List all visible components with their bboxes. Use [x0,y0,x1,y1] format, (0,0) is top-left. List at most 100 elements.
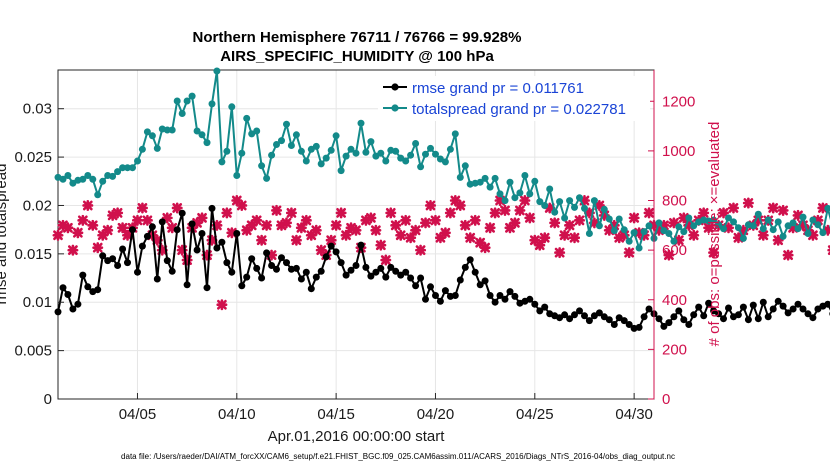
obs-marker [82,199,94,211]
rmse-point [317,267,325,275]
totalspread-point [595,222,603,230]
obs-marker [658,219,670,231]
rmse-point [134,268,141,276]
obs-marker [623,247,635,259]
totalspread-point [486,183,494,191]
rmse-point [734,311,742,319]
y-tick-label-left: 0.02 [23,197,52,214]
rmse-point [595,309,603,317]
rmse-point [576,307,583,315]
totalspread-point [769,226,777,234]
rmse-point [506,288,514,296]
obs-marker [375,239,387,251]
totalspread-point [218,158,226,166]
rmse-point [183,281,191,289]
totalspread-point [710,216,718,224]
totalspread-point [59,175,67,183]
legend-rmse-marker [391,83,399,91]
rmse-point [749,301,757,309]
totalspread-point [193,127,201,135]
totalspread-point [427,144,434,152]
obs-marker [290,234,302,246]
totalspread-point [690,222,698,230]
rmse-point [352,262,360,269]
totalspread-point [253,127,261,135]
y-tick-label-right: 400 [662,292,687,309]
legend-spread-label: totalspread grand pr = 0.022781 [412,101,626,118]
obs-marker [524,212,536,224]
totalspread-point [119,164,127,172]
rmse-point [312,273,320,281]
x-tick-label: 04/05 [119,406,157,423]
totalspread-point [675,223,683,231]
rmse-point [432,292,439,299]
rmse-point [163,257,171,265]
rmse-point [362,263,370,271]
totalspread-point [337,167,345,175]
rmse-point [665,319,673,327]
obs-marker [663,249,675,261]
chart-subtitle: AIRS_SPECIFIC_HUMIDITY @ 100 hPa [220,48,494,65]
obs-marker [698,207,710,219]
obs-marker [683,219,695,231]
obs-marker [360,214,372,226]
rmse-point [367,272,375,280]
obs-marker [405,232,417,244]
totalspread-point [725,214,732,222]
rmse-point [173,226,181,234]
totalspread-point [446,145,454,153]
totalspread-point [238,149,246,157]
rmse-point [486,292,494,299]
y-tick-label-left: 0 [44,391,52,408]
obs-marker [266,249,278,261]
obs-marker [678,212,690,224]
totalspread-point [511,194,519,202]
totalspread-point [566,197,574,205]
obs-marker [345,222,357,234]
rmse-point [794,300,802,308]
obs-marker [613,232,625,244]
totalspread-point [640,228,648,236]
obs-marker [330,219,342,231]
rmse-point [64,291,72,298]
totalspread-point [273,141,280,148]
obs-marker [300,214,312,226]
totalspread-point [531,177,539,185]
obs-marker [390,219,402,231]
y-axis-right-label: # of obs: o=possible; ×=evaluated [706,122,723,347]
obs-marker [723,222,734,234]
rmse-point [511,292,519,300]
obs-marker [583,207,595,219]
y-tick-label-left: 0.015 [14,246,52,263]
rmse-point [268,262,276,269]
rmse-point [278,254,285,262]
obs-marker [365,212,377,224]
totalspread-point [124,164,131,172]
rmse-point [302,268,310,276]
obs-marker [752,214,764,226]
rmse-point [680,316,688,324]
rmse-point [566,315,574,323]
rmse-point [203,284,211,292]
rmse-point [700,312,708,320]
obs-marker [549,217,561,229]
totalspread-point [451,130,459,138]
rmse-point [670,313,678,321]
totalspread-point [322,154,330,162]
obs-marker [276,219,287,231]
obs-marker [732,232,744,244]
obs-marker [429,214,441,226]
rmse-point [759,298,767,306]
legend-spread-marker [391,104,399,112]
totalspread-point [332,132,340,140]
legend-rmse-label: rmse grand pr = 0.011761 [412,80,584,97]
rmse-point [158,218,166,226]
rmse-point [720,315,727,323]
rmse-point [357,241,365,249]
totalspread-point [789,219,797,227]
rmse-point [218,238,226,246]
grid-lines [58,70,654,399]
totalspread-point [546,185,554,193]
data-file-footnote: data file: /Users/raeder/DAI/ATM_forcXX/… [121,452,675,461]
totalspread-point [178,110,186,117]
